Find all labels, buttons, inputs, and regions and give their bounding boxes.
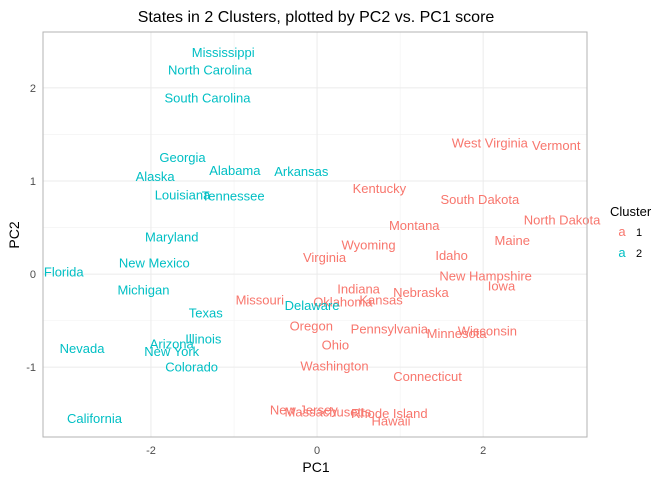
tick-labels: -2 0 2 -1 0 1 2 bbox=[26, 83, 486, 457]
state-label-kansas: Kansas bbox=[359, 293, 403, 308]
plot-panel-border bbox=[42, 31, 588, 438]
state-label-california: California bbox=[67, 411, 123, 426]
state-label-connecticut: Connecticut bbox=[393, 369, 462, 384]
state-label-new-hampshire: New Hampshire bbox=[439, 268, 531, 283]
state-label-michigan: Michigan bbox=[117, 282, 169, 297]
state-label-new-york: New York bbox=[144, 344, 199, 359]
state-label-new-mexico: New Mexico bbox=[119, 255, 190, 270]
x-tick-label: 0 bbox=[314, 445, 320, 457]
state-label-virginia: Virginia bbox=[303, 250, 347, 265]
state-label-colorado: Colorado bbox=[165, 360, 218, 375]
state-label-wisconsin: Wisconsin bbox=[458, 323, 517, 338]
state-label-arizona: Arizona bbox=[150, 336, 195, 351]
state-label-florida: Florida bbox=[44, 265, 85, 280]
state-label-louisiana: Louisiana bbox=[155, 187, 211, 202]
state-label-idaho: Idaho bbox=[435, 248, 468, 263]
state-label-washington: Washington bbox=[300, 359, 368, 374]
state-label-north-carolina: North Carolina bbox=[168, 63, 253, 78]
state-label-new-jersey: New Jersey bbox=[270, 403, 338, 418]
chart-title: States in 2 Clusters, plotted by PC2 vs.… bbox=[138, 9, 495, 26]
state-label-texas: Texas bbox=[189, 306, 223, 321]
state-label-north-dakota: North Dakota bbox=[524, 213, 601, 228]
y-tick-label: 1 bbox=[30, 176, 36, 188]
state-label-maryland: Maryland bbox=[145, 229, 198, 244]
state-label-nebraska: Nebraska bbox=[393, 285, 449, 300]
state-label-iowa: Iowa bbox=[488, 279, 516, 294]
state-label-kentucky: Kentucky bbox=[353, 181, 407, 196]
state-label-oregon: Oregon bbox=[290, 319, 333, 334]
state-label-illinois: Illinois bbox=[185, 332, 222, 347]
state-label-pennsylvania: Pennsylvania bbox=[351, 322, 429, 337]
state-label-south-carolina: South Carolina bbox=[164, 91, 251, 106]
state-label-arkansas: Arkansas bbox=[274, 164, 329, 179]
legend: Cluster a 1a 2 bbox=[610, 204, 652, 260]
state-label-alabama: Alabama bbox=[209, 163, 261, 178]
state-label-tennessee: Tennessee bbox=[202, 188, 265, 203]
legend-label: 2 bbox=[636, 248, 642, 260]
legend-title: Cluster bbox=[610, 204, 652, 219]
state-label-georgia: Georgia bbox=[159, 150, 206, 165]
state-label-alaska: Alaska bbox=[136, 169, 176, 184]
state-label-ohio: Ohio bbox=[322, 337, 349, 352]
x-tick-label: -2 bbox=[146, 445, 156, 457]
legend-key-icon: a bbox=[618, 245, 626, 260]
legend-key-icon: a bbox=[618, 224, 626, 239]
y-axis-title: PC2 bbox=[6, 221, 22, 248]
state-label-rhode-island: Rhode Island bbox=[351, 406, 428, 421]
state-label-mississippi: Mississippi bbox=[192, 45, 255, 60]
state-label-montana: Montana bbox=[389, 218, 440, 233]
state-label-missouri: Missouri bbox=[236, 293, 285, 308]
state-label-wyoming: Wyoming bbox=[342, 238, 396, 253]
state-label-oklahoma: Oklahoma bbox=[313, 295, 373, 310]
y-tick-label: 2 bbox=[30, 83, 36, 95]
state-label-indiana: Indiana bbox=[337, 281, 380, 296]
state-label-minnesota: Minnesota bbox=[427, 326, 488, 341]
state-label-south-dakota: South Dakota bbox=[440, 192, 520, 207]
state-label-nevada: Nevada bbox=[60, 341, 106, 356]
state-label-west-virginia: West Virginia bbox=[452, 135, 529, 150]
plot-grid bbox=[43, 32, 587, 437]
state-label-vermont: Vermont bbox=[532, 138, 581, 153]
x-axis-title: PC1 bbox=[302, 459, 329, 475]
x-tick-label: 2 bbox=[480, 445, 486, 457]
legend-label: 1 bbox=[636, 227, 642, 239]
y-tick-label: -1 bbox=[26, 362, 36, 374]
state-label-maine: Maine bbox=[495, 233, 530, 248]
plot-points: West Virginia Vermont Kentucky South Dakota… bbox=[44, 45, 601, 429]
y-tick-label: 0 bbox=[30, 269, 36, 281]
state-label-hawaii: Hawaii bbox=[371, 414, 410, 429]
state-label-massachusetts: Massachusetts bbox=[285, 404, 372, 419]
state-label-delaware: Delaware bbox=[285, 298, 340, 313]
